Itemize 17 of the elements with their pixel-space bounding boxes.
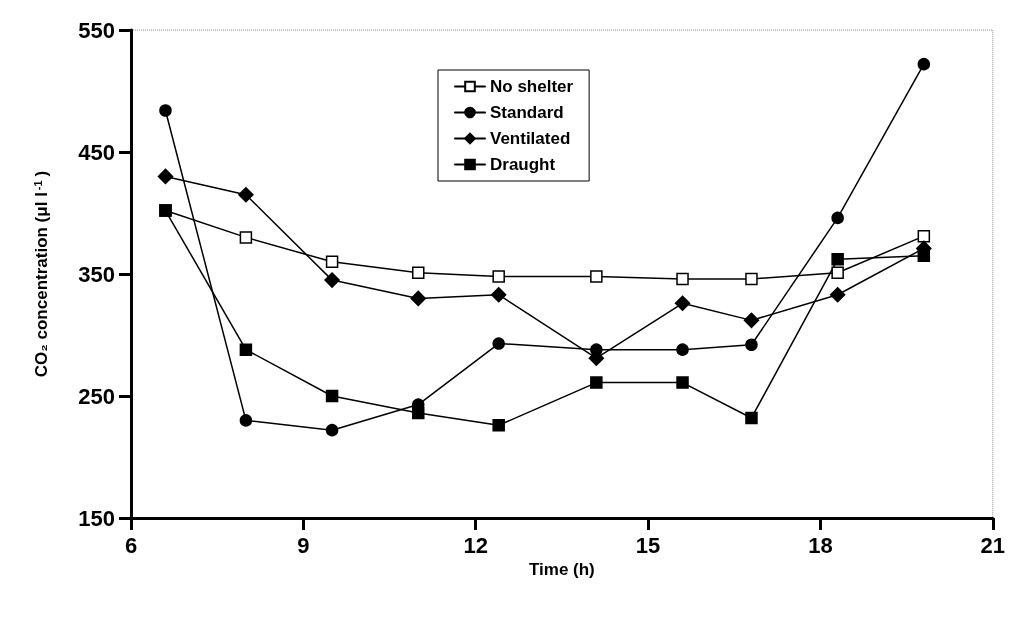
x-tick-label: 12: [463, 532, 488, 558]
x-tick-label: 15: [635, 532, 661, 558]
y-tick-label: 450: [78, 139, 115, 165]
x-tick-label: 6: [124, 532, 138, 558]
legend-label: No shelter: [490, 77, 574, 96]
x-tick-label: 18: [808, 532, 833, 558]
y-axis-title: CO₂ concentration (μl l-1): [31, 170, 51, 378]
y-tick-label: 150: [78, 505, 115, 531]
legend-label: Ventilated: [490, 129, 571, 148]
x-tick-label: 9: [297, 532, 310, 558]
y-tick-label: 350: [78, 261, 115, 287]
y-tick-label: 250: [78, 383, 115, 409]
x-axis-title: Time (h): [528, 559, 595, 579]
legend-label: Standard: [490, 103, 564, 122]
y-tick-label: 550: [78, 17, 115, 43]
x-tick-label: 21: [980, 532, 1006, 558]
legend-label: Draught: [490, 155, 556, 174]
